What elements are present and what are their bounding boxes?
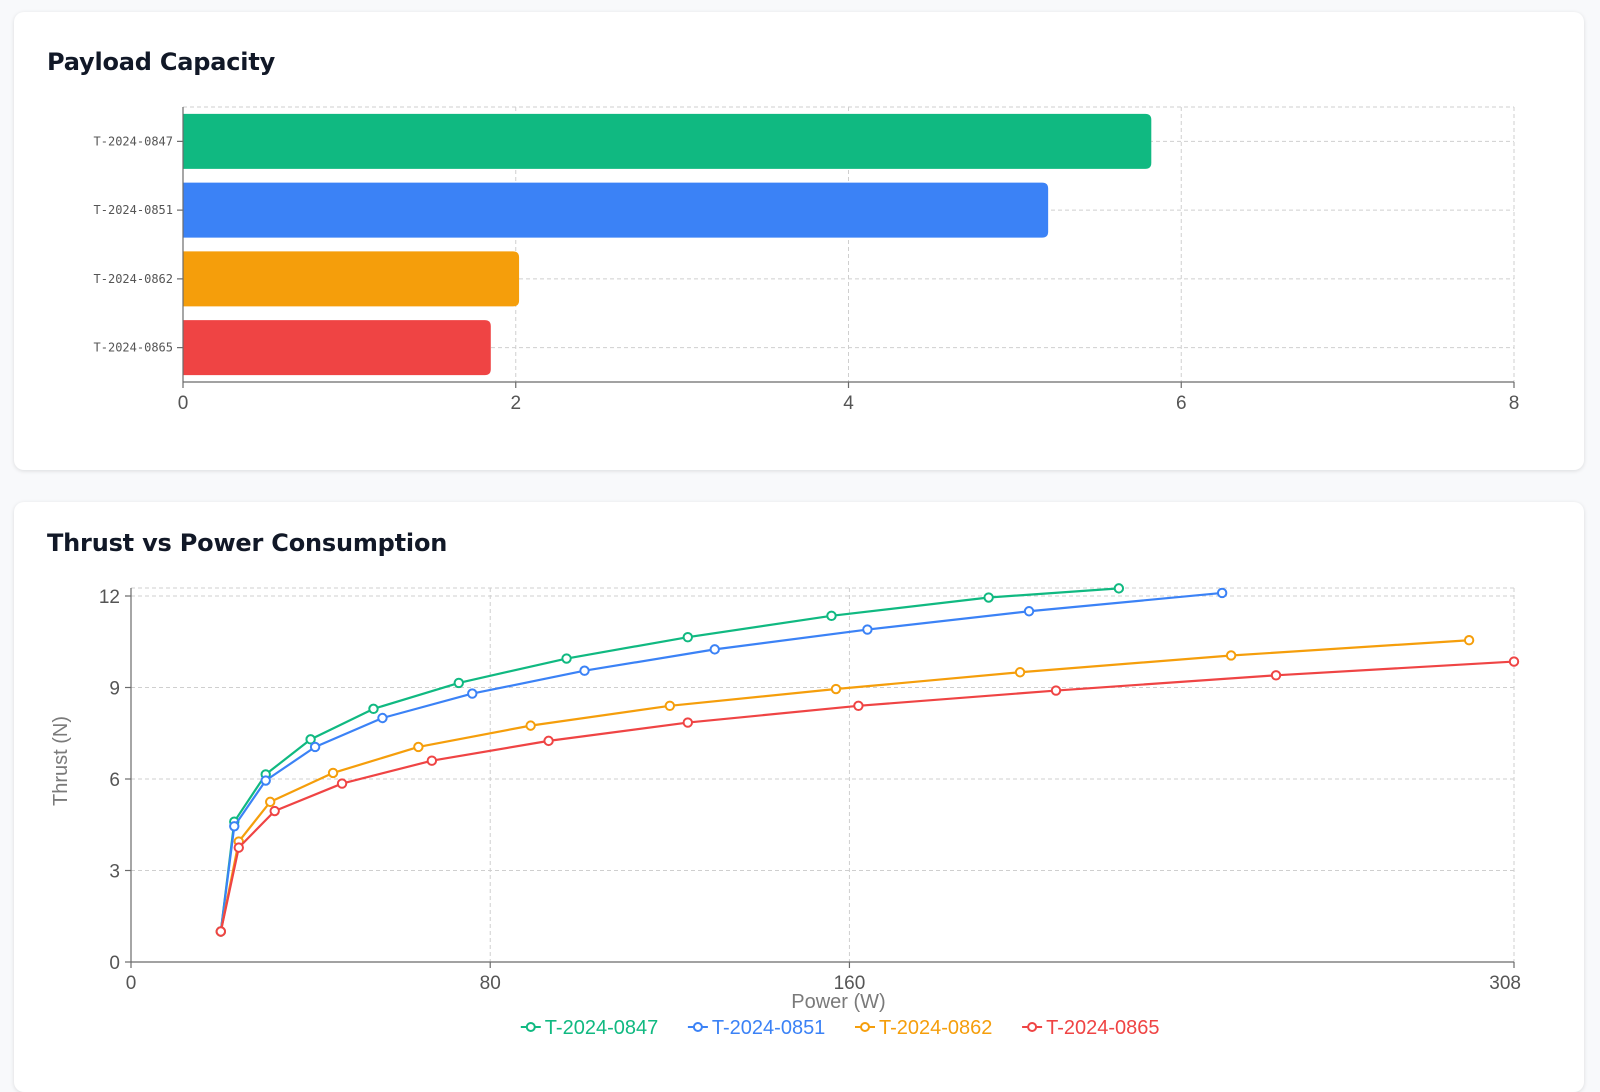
payload-capacity-chart: T-2024-0847 T-2024-0851 T-2024-0862 T-2024-… [94,106,1520,414]
legend-marker-t-2024-0847 [525,1022,536,1032]
x-tick-label: 0 [178,393,189,414]
y-tick-label: 12 [99,587,120,608]
data-point-t-2024-0865 [1050,685,1062,696]
thrust-power-title: Thrust vs Power Consumption [47,529,448,557]
x-tick-label: 0 [126,973,137,994]
series-line-t-2024-0865 [219,660,1515,932]
y-tick-label: 3 [109,862,120,883]
data-point-t-2024-0865 [682,717,693,728]
series-line-t-2024-0862 [219,639,1470,932]
data-point-t-2024-0865 [543,735,554,747]
data-point-t-2024-0851 [862,624,873,635]
payload-capacity-card: Payload Capacity T-2024-0847 T-2024-0851 T… [14,12,1584,470]
data-point-t-2024-0862 [1225,650,1237,661]
x-tick-label: 80 [480,973,501,994]
legend-label-t-2024-0851: T-2024-0851 [712,1017,825,1039]
bar-t-2024-0865 [183,320,491,376]
legend-marker-t-2024-0862 [860,1022,870,1032]
data-point-t-2024-0862 [1014,667,1026,678]
data-point-t-2024-0851 [467,688,478,699]
legend-label-t-2024-0847: T-2024-0847 [545,1017,658,1039]
x-tick-label: 8 [1509,393,1520,414]
data-point-t-2024-0847 [561,653,572,664]
y-tick-label: T-2024-0851 [94,203,173,217]
y-tick-label: 0 [109,953,120,974]
y-tick-label: 9 [109,679,120,700]
thrust-power-chart: 0 3 6 9 12 0 80 160 308 Power (W) Thrust (N) T-2024… [50,583,1521,1039]
x-tick-label: 4 [843,393,854,414]
data-point-t-2024-0862 [525,720,536,731]
data-point-t-2024-0865 [269,805,280,817]
data-point-t-2024-0862 [264,796,276,808]
plot-area [215,583,1520,937]
data-point-t-2024-0847 [682,631,693,643]
y-tick-label: T-2024-0862 [94,272,173,286]
x-tick-label: 6 [1176,393,1187,414]
data-point-t-2024-0865 [853,700,864,712]
x-tick-label: 160 [834,973,866,994]
x-tick-label: 308 [1489,973,1521,994]
bar-t-2024-0851 [183,182,1049,238]
x-tick-label: 2 [510,393,521,414]
data-point-t-2024-0847 [983,592,994,603]
data-point-t-2024-0862 [327,767,339,779]
y-axis-title: Thrust (N) [50,716,72,806]
data-point-t-2024-0847 [453,677,464,689]
data-point-t-2024-0847 [1113,583,1125,594]
data-point-t-2024-0851 [579,665,590,676]
data-point-t-2024-0862 [1463,635,1475,646]
thrust-power-card: Thrust vs Power Consumption 0 3 6 9 12 0 80 160… [14,502,1584,1092]
y-tick-label: T-2024-0865 [94,341,173,355]
y-tick-label: T-2024-0847 [94,134,173,148]
legend-label-t-2024-0862: T-2024-0862 [879,1017,992,1039]
bar-t-2024-0847 [183,113,1152,169]
y-tick-label: 6 [109,770,120,791]
data-point-t-2024-0851 [260,775,271,786]
bar-t-2024-0862 [183,251,520,307]
data-point-t-2024-0847 [305,734,316,745]
data-point-t-2024-0851 [709,644,720,655]
legend-marker-t-2024-0865 [1027,1022,1038,1032]
legend-label-t-2024-0865: T-2024-0865 [1046,1017,1159,1039]
data-point-t-2024-0862 [830,683,842,695]
legend-marker-t-2024-0851 [692,1022,703,1032]
data-point-t-2024-0851 [1023,606,1035,617]
data-point-t-2024-0865 [1508,656,1520,667]
data-point-t-2024-0862 [413,741,424,753]
data-point-t-2024-0865 [336,778,348,789]
payload-capacity-title: Payload Capacity [47,48,276,76]
data-point-t-2024-0851 [229,821,240,832]
data-point-t-2024-0865 [215,926,227,937]
x-axis-title: Power (W) [791,991,885,1013]
data-point-t-2024-0851 [1216,587,1228,599]
data-point-t-2024-0847 [826,610,837,622]
data-point-t-2024-0862 [664,700,676,712]
data-point-t-2024-0865 [1270,670,1282,681]
data-point-t-2024-0865 [426,755,438,766]
data-point-t-2024-0847 [368,703,379,715]
data-point-t-2024-0865 [233,842,244,853]
data-point-t-2024-0851 [309,741,321,753]
data-point-t-2024-0851 [377,712,388,724]
series-line-t-2024-0847 [219,587,1119,932]
